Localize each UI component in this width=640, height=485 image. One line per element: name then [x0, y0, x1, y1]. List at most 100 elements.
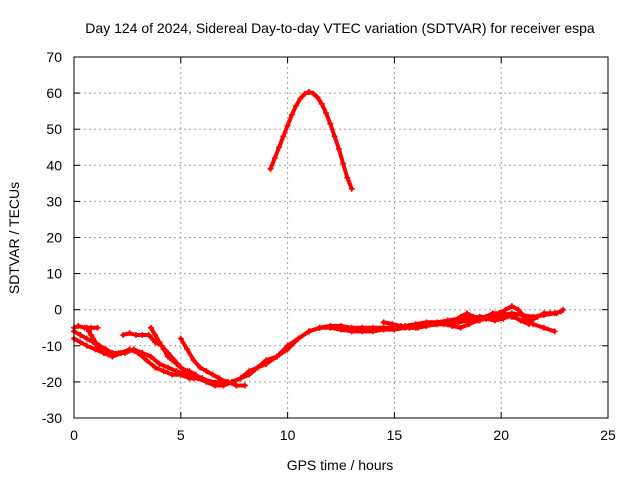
data-point: [90, 335, 97, 342]
data-point: [551, 328, 558, 335]
series-arc-peak: [267, 89, 355, 192]
data-point: [457, 324, 464, 331]
data-point: [335, 146, 342, 153]
data-point: [103, 346, 110, 353]
data-point: [83, 342, 90, 349]
data-point: [152, 364, 159, 371]
x-tick-label: 15: [387, 427, 403, 443]
data-point: [348, 185, 355, 192]
data-point: [83, 324, 90, 331]
x-tick-label: 0: [70, 427, 78, 443]
data-point: [143, 357, 150, 364]
data-point: [117, 350, 124, 357]
data-point: [100, 350, 107, 357]
data-point: [203, 368, 210, 375]
data-point: [340, 160, 347, 167]
y-tick-label: 60: [46, 85, 62, 101]
data-point: [164, 353, 171, 360]
data-point: [466, 321, 473, 328]
y-tick-label: 30: [46, 193, 62, 209]
data-point: [267, 165, 274, 172]
data-point: [77, 339, 84, 346]
data-point: [197, 364, 204, 371]
data-point: [164, 364, 171, 371]
data-point: [184, 346, 191, 353]
data-point: [145, 331, 152, 338]
series-line: [268, 90, 354, 191]
data-point: [359, 328, 366, 335]
data-point: [83, 335, 90, 342]
data-point: [77, 331, 84, 338]
data-point: [126, 346, 133, 353]
data-point: [263, 357, 270, 364]
data-point: [177, 335, 184, 342]
y-tick-label: -20: [42, 374, 62, 390]
data-point: [284, 342, 291, 349]
data-point: [344, 174, 351, 181]
data-point: [318, 100, 325, 107]
y-tick-label: 40: [46, 157, 62, 173]
y-tick-label: 20: [46, 230, 62, 246]
data-point: [280, 133, 287, 140]
data-point: [246, 368, 253, 375]
series-arc-i: [380, 312, 532, 331]
data-point: [515, 306, 522, 313]
data-point: [177, 364, 184, 371]
data-point: [496, 310, 503, 317]
data-point: [464, 310, 471, 317]
data-point: [517, 317, 524, 324]
data-point: [474, 317, 481, 324]
data-point: [152, 331, 159, 338]
data-point: [92, 339, 99, 346]
data-point: [222, 378, 229, 385]
data-point: [491, 317, 498, 324]
data-point: [147, 353, 154, 360]
data-point: [534, 313, 541, 320]
data-point: [305, 89, 312, 96]
data-point: [209, 371, 216, 378]
data-point: [96, 346, 103, 353]
data-point: [109, 353, 116, 360]
data-point: [528, 317, 535, 324]
data-point: [190, 357, 197, 364]
data-point: [500, 315, 507, 322]
data-point: [192, 371, 199, 378]
data-point: [160, 368, 167, 375]
y-axis-label: SDTVAR / TECUs: [6, 182, 22, 294]
data-point: [440, 321, 447, 328]
data-point: [160, 346, 167, 353]
data-point: [284, 122, 291, 129]
data-point: [470, 313, 477, 320]
data-point: [540, 310, 547, 317]
data-point: [301, 90, 308, 97]
y-tick-label: -30: [42, 410, 62, 426]
chart-title: Day 124 of 2024, Sidereal Day-to-day VTE…: [85, 20, 595, 36]
series-line: [72, 313, 557, 388]
data-point: [147, 324, 154, 331]
data-point: [305, 328, 312, 335]
x-tick-label: 20: [493, 427, 509, 443]
data-point: [547, 310, 554, 317]
data-point: [457, 313, 464, 320]
data-point: [293, 102, 300, 109]
data-point: [156, 360, 163, 367]
data-point: [241, 382, 248, 389]
data-point: [449, 322, 456, 329]
data-point: [331, 133, 338, 140]
data-point: [288, 111, 295, 118]
data-point: [338, 326, 344, 333]
data-point: [75, 322, 82, 329]
data-point: [254, 364, 261, 371]
series-arc-d: [120, 330, 248, 389]
data-point: [327, 120, 334, 127]
data-point: [431, 321, 438, 328]
data-point: [327, 324, 334, 331]
series-line: [72, 309, 563, 388]
data-point: [310, 90, 317, 97]
data-point: [451, 317, 458, 324]
y-tick-label: 10: [46, 266, 62, 282]
data-point: [508, 312, 515, 319]
data-point: [273, 353, 280, 360]
series-arc-b: [71, 312, 558, 389]
